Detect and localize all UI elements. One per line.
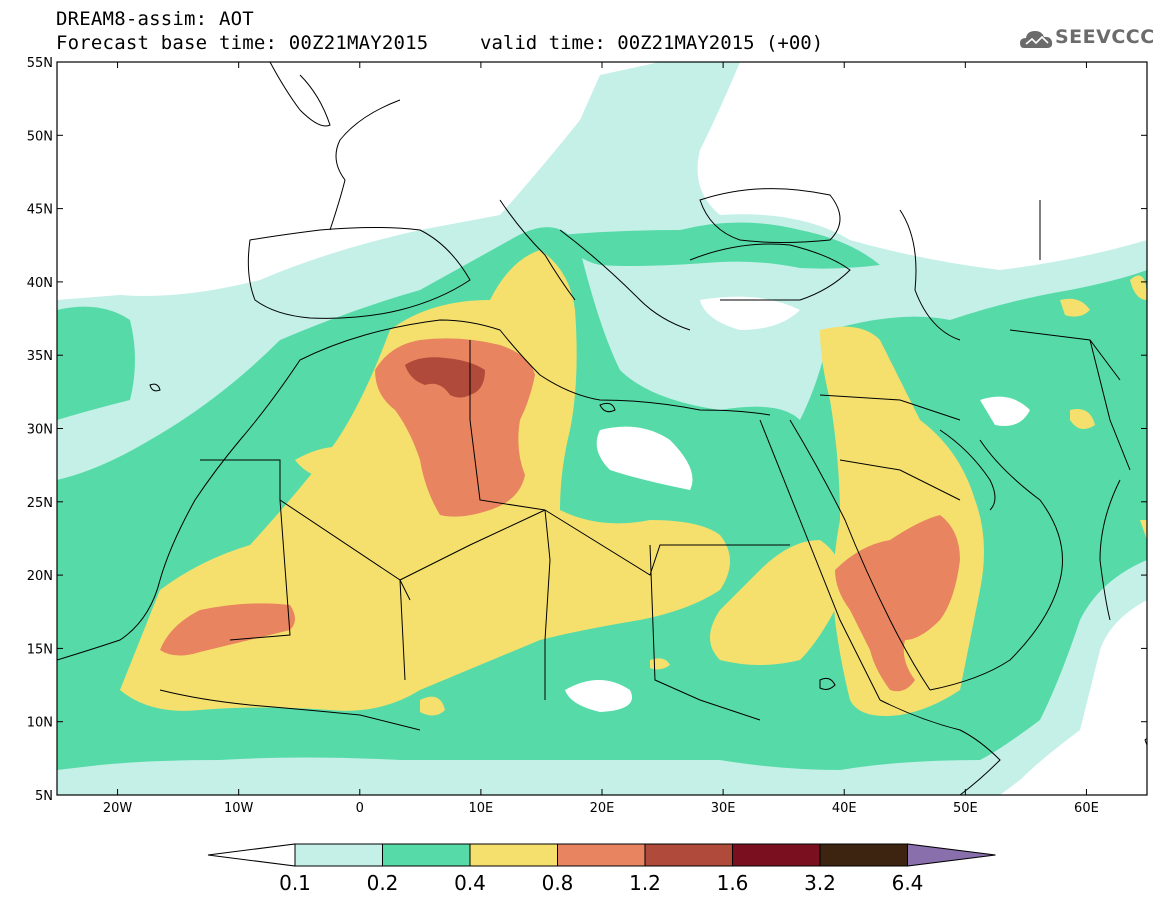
lat-tick-label: 35N <box>27 349 53 364</box>
colorbar-label: 6.4 <box>892 871 924 895</box>
aot-band-1.2 <box>405 357 485 398</box>
lat-axis: 5N 10N 15N 20N 25N 30N 35N 40N 45N 50N 55N <box>27 56 1147 804</box>
colorbar-label: 1.2 <box>629 871 661 895</box>
colorbar-label: 1.6 <box>717 871 749 895</box>
colorbar-swatch <box>644 843 733 867</box>
lon-tick-label: 10W <box>224 801 254 816</box>
lon-tick-label: 60E <box>1074 801 1099 816</box>
lon-tick-label: 10E <box>469 801 494 816</box>
colorbar-swatch <box>469 843 558 867</box>
colorbar-swatch <box>557 843 646 867</box>
lon-tick-label: 50E <box>953 801 978 816</box>
lon-tick-label: 20W <box>103 801 133 816</box>
colorbar-swatch <box>732 843 821 867</box>
lat-tick-label: 20N <box>27 569 53 584</box>
lat-tick-label: 50N <box>27 129 53 144</box>
lon-tick-label: 20E <box>590 801 615 816</box>
cloud-icon <box>1020 31 1053 48</box>
forecast-base-time: Forecast base time: 00Z21MAY2015 <box>56 32 429 54</box>
lat-tick-label: 40N <box>27 276 53 291</box>
colorbar-label: 3.2 <box>804 871 836 895</box>
colorbar-label: 0.2 <box>367 871 399 895</box>
chart-title: DREAM8-assim: AOT <box>56 8 254 30</box>
colorbar-label: 0.8 <box>542 871 574 895</box>
colorbar-swatch <box>382 843 471 867</box>
coastlines <box>57 62 1131 795</box>
lon-tick-label: 0 <box>356 801 364 816</box>
lat-tick-label: 10N <box>27 716 53 731</box>
lat-tick-label: 55N <box>27 56 53 71</box>
colorbar-swatch <box>819 843 908 867</box>
colorbar-label: 0.1 <box>279 871 311 895</box>
colorbar-label: 0.4 <box>454 871 486 895</box>
lat-tick-label: 15N <box>27 642 53 657</box>
lon-tick-label: 40E <box>832 801 857 816</box>
lat-tick-label: 45N <box>27 203 53 218</box>
lon-tick-label: 30E <box>711 801 736 816</box>
colorbar-low-arrow <box>207 843 296 867</box>
colorbar-high-arrow <box>907 843 996 867</box>
aot-band-0.8 <box>160 338 960 692</box>
colorbar-swatch <box>294 843 383 867</box>
lat-tick-label: 5N <box>35 789 53 804</box>
islands <box>149 383 1147 747</box>
lat-tick-label: 25N <box>27 496 53 511</box>
lat-tick-label: 30N <box>27 423 53 438</box>
valid-time: valid time: 00Z21MAY2015 (+00) <box>480 32 824 54</box>
lon-axis: 20W 10W 0 10E 20E 30E 40E 50E 60E <box>103 62 1099 816</box>
aot-field <box>57 62 1147 795</box>
logo-text: SEEVCCC <box>1055 26 1155 48</box>
